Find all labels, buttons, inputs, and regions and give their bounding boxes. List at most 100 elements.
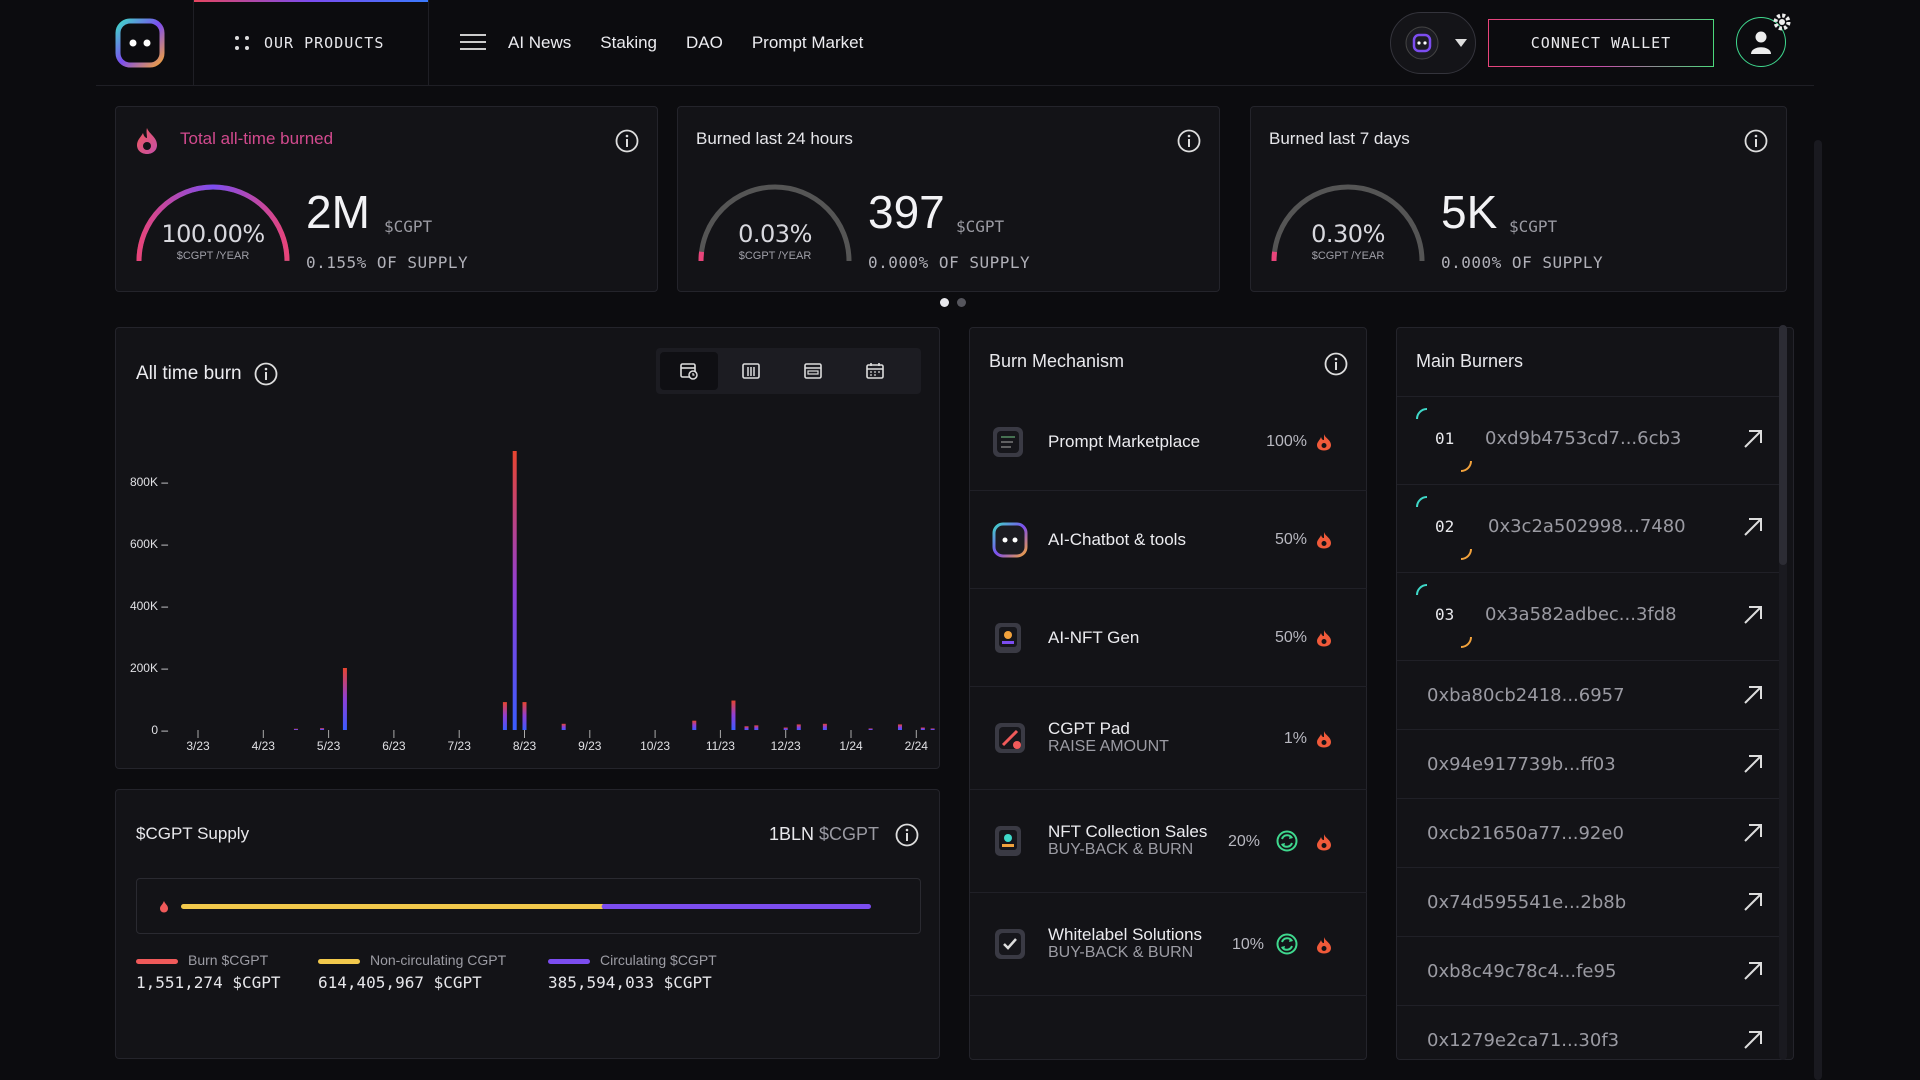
calendar-week-icon (804, 363, 822, 379)
x-tick-label: 1/24 (839, 739, 863, 753)
burn-bar[interactable] (561, 723, 566, 730)
burner-row[interactable]: 02 0x3c2a502998...7480 (1397, 485, 1782, 573)
external-arrow-icon[interactable] (1741, 427, 1765, 451)
burn-bar[interactable] (502, 702, 507, 730)
burner-row[interactable]: 0xba80cb2418...6957 (1397, 661, 1782, 730)
nav-ai-news[interactable]: AI News (508, 33, 572, 52)
connect-wallet-button[interactable]: CONNECT WALLET (1488, 19, 1714, 67)
range-month-button[interactable] (722, 352, 780, 390)
burner-row[interactable]: 0xcb21650a77...92e0 (1397, 799, 1782, 868)
external-arrow-icon[interactable] (1741, 1028, 1765, 1052)
legend-label: Non-circulating CGPT (370, 952, 507, 968)
burner-row[interactable]: 0x74d595541e...2b8b (1397, 868, 1782, 937)
flame-icon (1317, 434, 1331, 451)
cgpt-logo[interactable] (114, 17, 166, 69)
mechanism-name: AI-Chatbot & tools (1048, 530, 1186, 549)
x-tick-label: 10/23 (640, 739, 670, 753)
gear-icon[interactable] (1772, 12, 1792, 32)
burner-row[interactable]: 0x94e917739b...ff03 (1397, 730, 1782, 799)
info-icon[interactable] (895, 823, 919, 847)
mechanism-subtitle: RAISE AMOUNT (1048, 738, 1169, 755)
mechanism-name-text: CGPT Pad (1048, 719, 1130, 738)
our-products-button[interactable]: OUR PRODUCTS (193, 0, 429, 86)
mechanism-name: CGPT Pad RAISE AMOUNT (1048, 720, 1169, 756)
supply-circulating-segment (601, 904, 871, 909)
burn-bar[interactable] (320, 728, 325, 730)
nav-prompt-market[interactable]: Prompt Market (751, 33, 864, 52)
ai-chatbot-icon (992, 522, 1028, 558)
burner-row[interactable]: 0x1279e2ca71...30f3 (1397, 1006, 1782, 1059)
burn-mechanism-row: Whitelabel Solutions BUY-BACK & BURN 10% (970, 893, 1367, 996)
x-tick-label: 3/23 (186, 739, 210, 753)
info-icon[interactable] (1324, 352, 1348, 376)
stat-value: 397 (868, 186, 945, 238)
burn-bar[interactable] (920, 727, 925, 730)
range-day-button[interactable] (846, 352, 904, 390)
mechanism-name-text: Whitelabel Solutions (1048, 925, 1203, 944)
carousel-dot-2[interactable] (957, 298, 966, 307)
main-nav: AI News Staking DAO Prompt Market (508, 0, 863, 86)
info-icon[interactable] (1744, 129, 1768, 153)
stat-token: $CGPT (956, 217, 1005, 236)
y-tick-label: 200K – (130, 661, 168, 675)
rank-bracket-icon (1460, 548, 1472, 560)
external-arrow-icon[interactable] (1741, 890, 1765, 914)
burn-mechanism-row: AI-NFT Gen 50% (970, 589, 1367, 687)
burner-row[interactable]: 01 0xd9b4753cd7...6cb3 (1397, 397, 1782, 485)
stat-card-total: Total all-time burned 100.00% $CGPT /YEA… (115, 106, 658, 292)
flame-icon (1317, 532, 1331, 549)
mechanism-name: Prompt Marketplace (1048, 432, 1201, 451)
carousel-dot-1[interactable] (940, 298, 949, 307)
calendar-icon (866, 363, 884, 379)
burner-address: 0x1279e2ca71...30f3 (1427, 1030, 1620, 1051)
external-arrow-icon[interactable] (1741, 603, 1765, 627)
burn-bar[interactable] (731, 700, 736, 730)
network-selector[interactable] (1390, 12, 1476, 74)
burn-bar[interactable] (512, 451, 517, 730)
info-icon[interactable] (615, 129, 639, 153)
burner-row[interactable]: 0xb8c49c78c4...fe95 (1397, 937, 1782, 1006)
info-icon[interactable] (1177, 129, 1201, 153)
nav-dao[interactable]: DAO (686, 33, 723, 52)
burners-scrollbar-track[interactable] (1779, 325, 1787, 1060)
mechanism-percent: 50% (1274, 629, 1307, 646)
mechanism-percent: 50% (1274, 531, 1307, 548)
range-all-button[interactable] (660, 352, 718, 390)
mechanism-name-text: NFT Collection Sales (1048, 822, 1208, 841)
gauge: 100.00% $CGPT /YEAR (134, 182, 292, 277)
user-avatar-button[interactable] (1736, 17, 1786, 67)
external-arrow-icon[interactable] (1741, 821, 1765, 845)
burn-bar[interactable] (754, 725, 759, 730)
burn-bar[interactable] (930, 728, 935, 730)
external-arrow-icon[interactable] (1741, 752, 1765, 776)
burn-bar[interactable] (522, 702, 527, 730)
supply-total-token: $CGPT (818, 824, 879, 844)
hamburger-menu-icon[interactable] (460, 32, 486, 52)
external-arrow-icon[interactable] (1741, 959, 1765, 983)
burn-bar[interactable] (822, 723, 827, 730)
burner-row[interactable]: 03 0x3a582adbec...3fd8 (1397, 573, 1782, 661)
mechanism-percent: 20% (1228, 833, 1261, 850)
chart-title-text: All time burn (136, 363, 242, 384)
burn-bar[interactable] (783, 727, 788, 730)
burners-scrollbar-thumb[interactable] (1779, 325, 1787, 565)
nav-staking[interactable]: Staking (600, 33, 657, 52)
external-arrow-icon[interactable] (1741, 683, 1765, 707)
burn-bar[interactable] (796, 724, 801, 730)
burn-bar[interactable] (897, 724, 902, 730)
user-icon (1751, 31, 1771, 54)
page-scrollbar[interactable] (1814, 140, 1822, 1080)
legend-label: Circulating $CGPT (600, 952, 717, 968)
burn-bar[interactable] (342, 668, 347, 730)
external-arrow-icon[interactable] (1741, 515, 1765, 539)
burn-bar[interactable] (692, 720, 697, 730)
info-icon[interactable] (254, 362, 278, 386)
burn-bar[interactable] (293, 728, 298, 730)
gauge-fill-arc (136, 184, 290, 262)
stat-supply: 0.155% OF SUPPLY (306, 253, 469, 272)
range-week-button[interactable] (784, 352, 842, 390)
mechanism-name: Whitelabel Solutions BUY-BACK & BURN (1048, 926, 1202, 962)
burn-bar[interactable] (868, 728, 873, 730)
supply-total: 1BLN $CGPT (769, 824, 879, 845)
burn-bar[interactable] (744, 726, 749, 730)
